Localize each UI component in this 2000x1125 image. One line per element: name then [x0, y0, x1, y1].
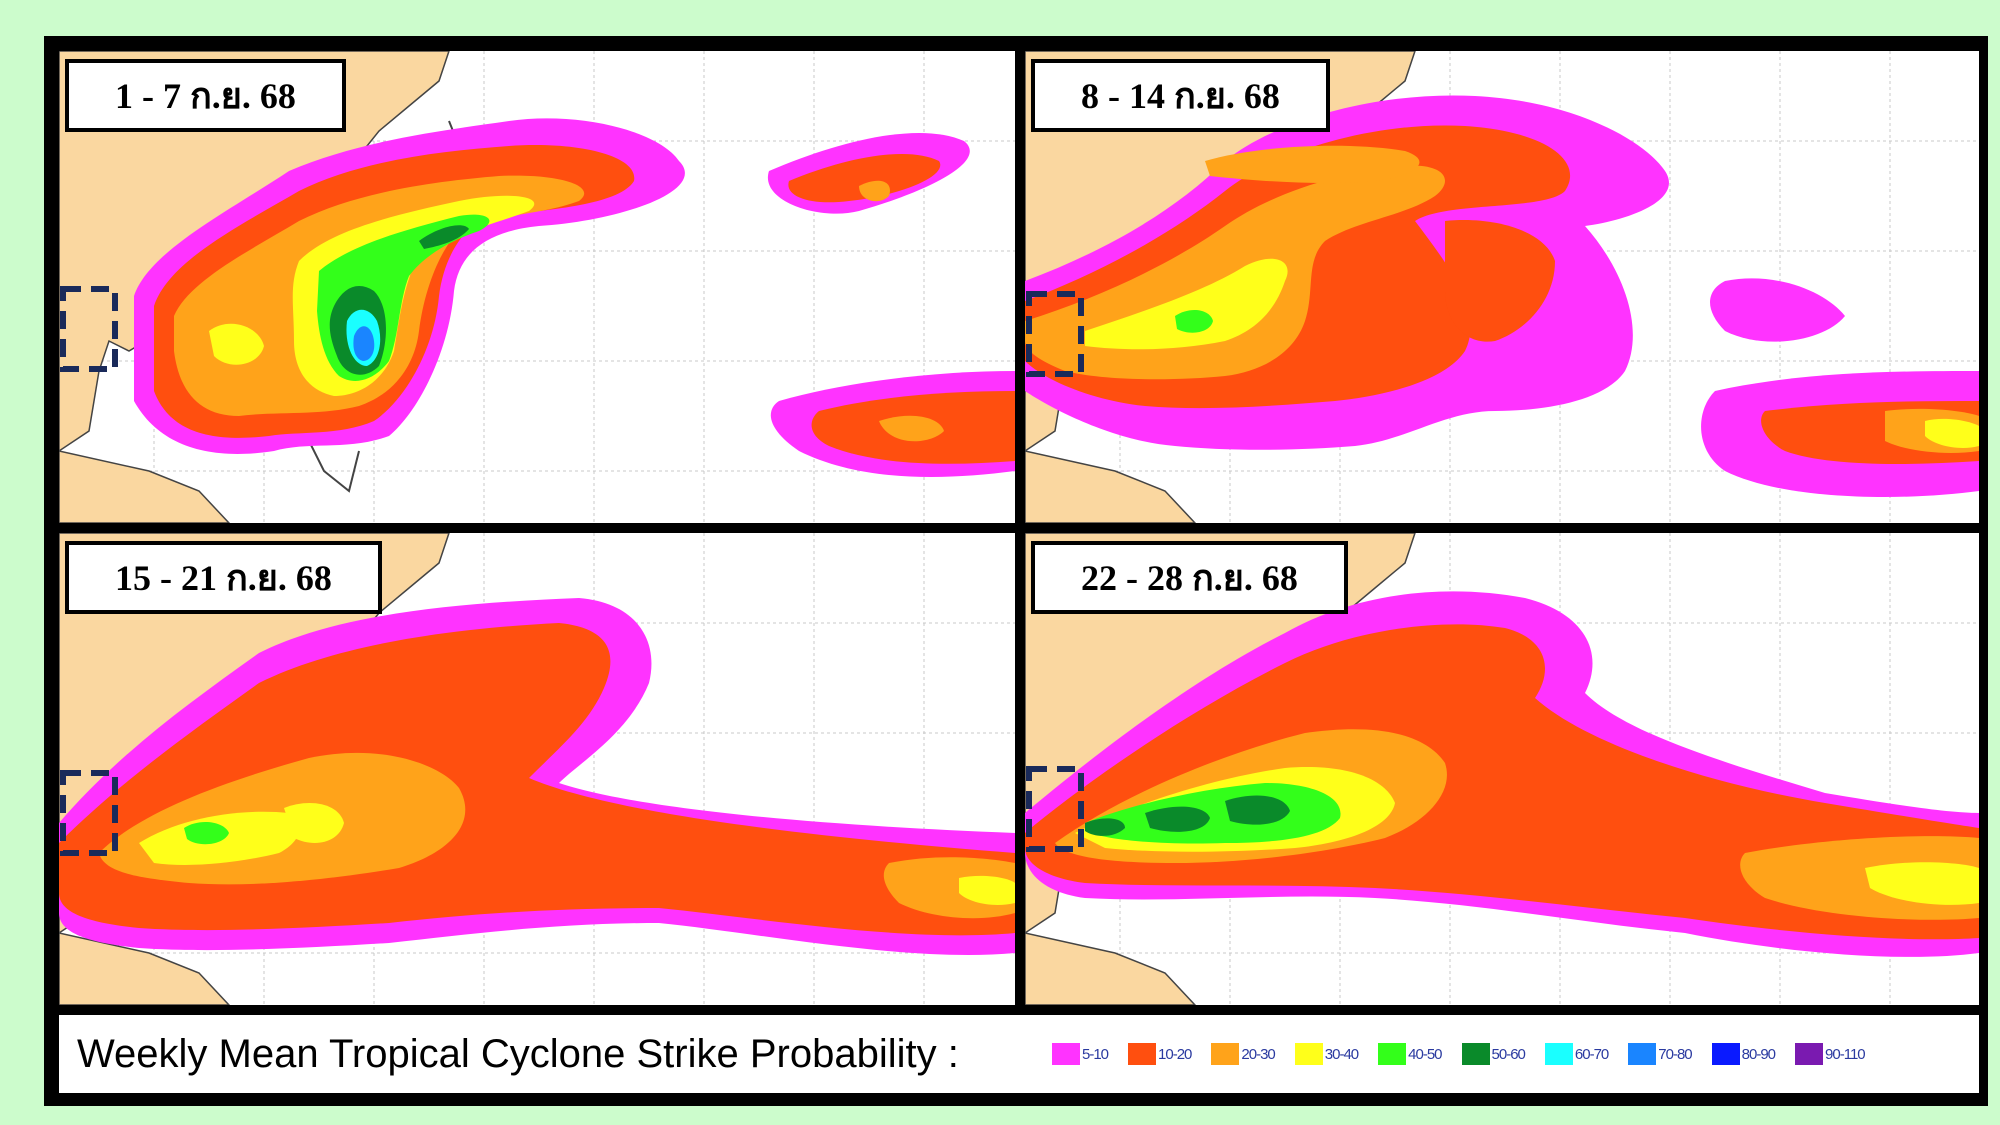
legend-bar: Weekly Mean Tropical Cyclone Strike Prob… [59, 1015, 1979, 1093]
map-panel-week-1: 1 - 7 ก.ย. 68 [59, 51, 1015, 523]
legend-swatch [1795, 1043, 1824, 1065]
legend-label: 40-50 [1408, 1045, 1442, 1063]
southeast-asia-coast [1025, 450, 1197, 523]
highlight-box [60, 286, 118, 372]
legend-swatch [1378, 1043, 1407, 1065]
legend-item: 70-80 [1628, 1043, 1693, 1065]
legend-item: 80-90 [1711, 1043, 1776, 1065]
date-label-week-3: 15 - 21 ก.ย. 68 [65, 541, 382, 614]
date-label-week-4: 22 - 28 ก.ย. 68 [1031, 541, 1348, 614]
legend-label: 80-90 [1741, 1045, 1776, 1063]
highlight-box [1026, 291, 1084, 377]
legend-label: 20-30 [1241, 1045, 1275, 1063]
probability-map-week-1 [59, 51, 1015, 523]
legend-item: 30-40 [1294, 1043, 1359, 1065]
probability-contours [1025, 591, 1979, 957]
legend-item: 40-50 [1378, 1043, 1443, 1065]
legend-label: 5-10 [1082, 1045, 1109, 1063]
legend-item: 60-70 [1544, 1043, 1609, 1065]
map-panel-week-4: 22 - 28 ก.ย. 68 [1025, 533, 1979, 1005]
legend-item: 20-30 [1211, 1043, 1276, 1065]
probability-map-week-4 [1025, 533, 1979, 1005]
legend-item: 5-10 [1052, 1043, 1109, 1065]
probability-contours [59, 598, 1015, 956]
southeast-asia-coast [59, 450, 231, 523]
highlight-box [1026, 766, 1084, 852]
highlight-box [60, 770, 118, 856]
legend-swatch [1711, 1043, 1740, 1065]
legend-swatch [1294, 1043, 1323, 1065]
legend-label: 90-110 [1825, 1045, 1866, 1063]
map-frame: 1 - 7 ก.ย. 68 [44, 36, 1988, 1106]
legend-swatch [1544, 1043, 1573, 1065]
legend-title: Weekly Mean Tropical Cyclone Strike Prob… [77, 1031, 959, 1076]
southeast-asia-coast [59, 932, 231, 1005]
legend-swatch [1128, 1043, 1157, 1065]
legend-label: 70-80 [1658, 1045, 1692, 1063]
map-panel-week-2: 8 - 14 ก.ย. 68 [1025, 51, 1979, 523]
legend-items: 5-10 10-20 20-30 30-40 40-50 50-60 60-70 70-80 8… [1052, 1043, 1885, 1065]
legend-item: 10-20 [1128, 1043, 1192, 1065]
legend-label: 30-40 [1324, 1045, 1359, 1063]
probability-contours [1025, 95, 1979, 497]
legend-swatch [1211, 1043, 1240, 1065]
probability-contours [134, 118, 1015, 477]
date-label-week-1: 1 - 7 ก.ย. 68 [65, 59, 346, 132]
legend-item: 50-60 [1461, 1043, 1526, 1065]
probability-map-week-2 [1025, 51, 1979, 523]
map-panel-week-3: 15 - 21 ก.ย. 68 [59, 533, 1015, 1005]
legend-swatch [1461, 1043, 1490, 1065]
southeast-asia-coast [1025, 932, 1197, 1005]
probability-map-week-3 [59, 533, 1015, 1005]
legend-swatch [1052, 1043, 1080, 1065]
legend-label: 60-70 [1574, 1045, 1609, 1063]
legend-label: 10-20 [1158, 1045, 1192, 1063]
legend-label: 50-60 [1491, 1045, 1526, 1063]
legend-item: 90-110 [1795, 1043, 1866, 1065]
date-label-week-2: 8 - 14 ก.ย. 68 [1031, 59, 1330, 132]
legend-swatch [1628, 1043, 1657, 1065]
